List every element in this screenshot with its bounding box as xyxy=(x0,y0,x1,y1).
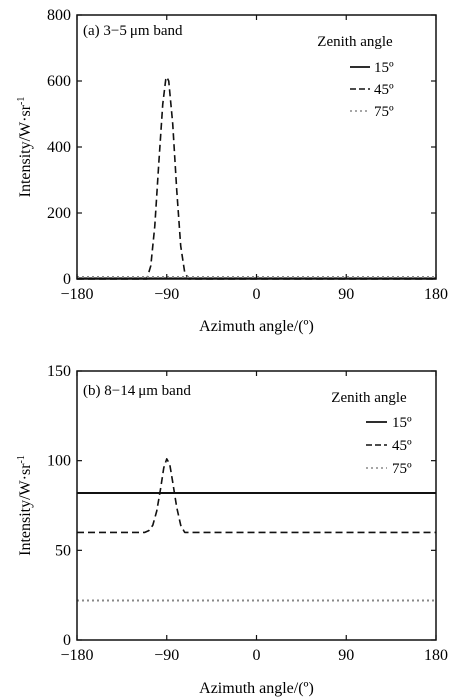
y-tick-label: 50 xyxy=(55,542,71,559)
y-tick-label: 100 xyxy=(47,453,71,470)
y-tick-label: 200 xyxy=(47,205,71,222)
legend-label: 45º xyxy=(374,82,394,98)
chart-panel-a: −180 −90 0 90 180 0 200 400 600 800 Azimuth angle/… xyxy=(16,7,448,335)
y-tick-label: 0 xyxy=(63,632,71,649)
panel-title: (b) 8−14 μm band xyxy=(83,383,191,399)
legend: Zenith angle 15º 45º 75º xyxy=(317,34,394,120)
x-tick-label: 90 xyxy=(338,647,354,664)
legend-label: 15º xyxy=(374,60,394,76)
x-tick-label: 90 xyxy=(338,286,354,303)
legend-label: 45º xyxy=(392,438,412,454)
plot-frame xyxy=(76,14,437,280)
legend-label: 75º xyxy=(392,461,412,477)
legend: Zenith angle 15º 45º 75º xyxy=(331,390,412,477)
x-tick-label: −180 xyxy=(60,286,93,303)
x-axis-label: Azimuth angle/(º) xyxy=(199,680,314,697)
legend-title: Zenith angle xyxy=(331,390,407,406)
y-tick-label: 400 xyxy=(47,139,71,156)
legend-title: Zenith angle xyxy=(317,34,393,50)
y-tick-label: 800 xyxy=(47,7,71,24)
legend-label: 15º xyxy=(392,415,412,431)
y-axis-label: Intensity/W·sr-1 xyxy=(16,97,34,198)
legend-label: 75º xyxy=(374,104,394,120)
x-tick-label: −180 xyxy=(60,647,93,664)
series-line-dashed xyxy=(77,76,436,280)
y-tick-label: 150 xyxy=(47,363,71,380)
x-tick-label: 180 xyxy=(424,286,448,303)
x-tick-label: 0 xyxy=(253,647,261,664)
x-axis-label: Azimuth angle/(º) xyxy=(199,318,314,335)
series-line-dashed xyxy=(77,458,436,534)
y-tick-label: 0 xyxy=(63,271,71,288)
x-tick-label: −90 xyxy=(154,647,179,664)
x-tick-label: 0 xyxy=(253,286,261,303)
chart-panel-b: −180 −90 0 90 180 0 50 100 150 Azimuth angle/(º) I… xyxy=(16,363,448,697)
x-tick-label: −90 xyxy=(154,286,179,303)
panel-title: (a) 3−5 μm band xyxy=(83,23,183,39)
x-tick-label: 180 xyxy=(424,647,448,664)
y-tick-label: 600 xyxy=(47,73,71,90)
y-axis-label: Intensity/W·sr-1 xyxy=(16,455,34,556)
